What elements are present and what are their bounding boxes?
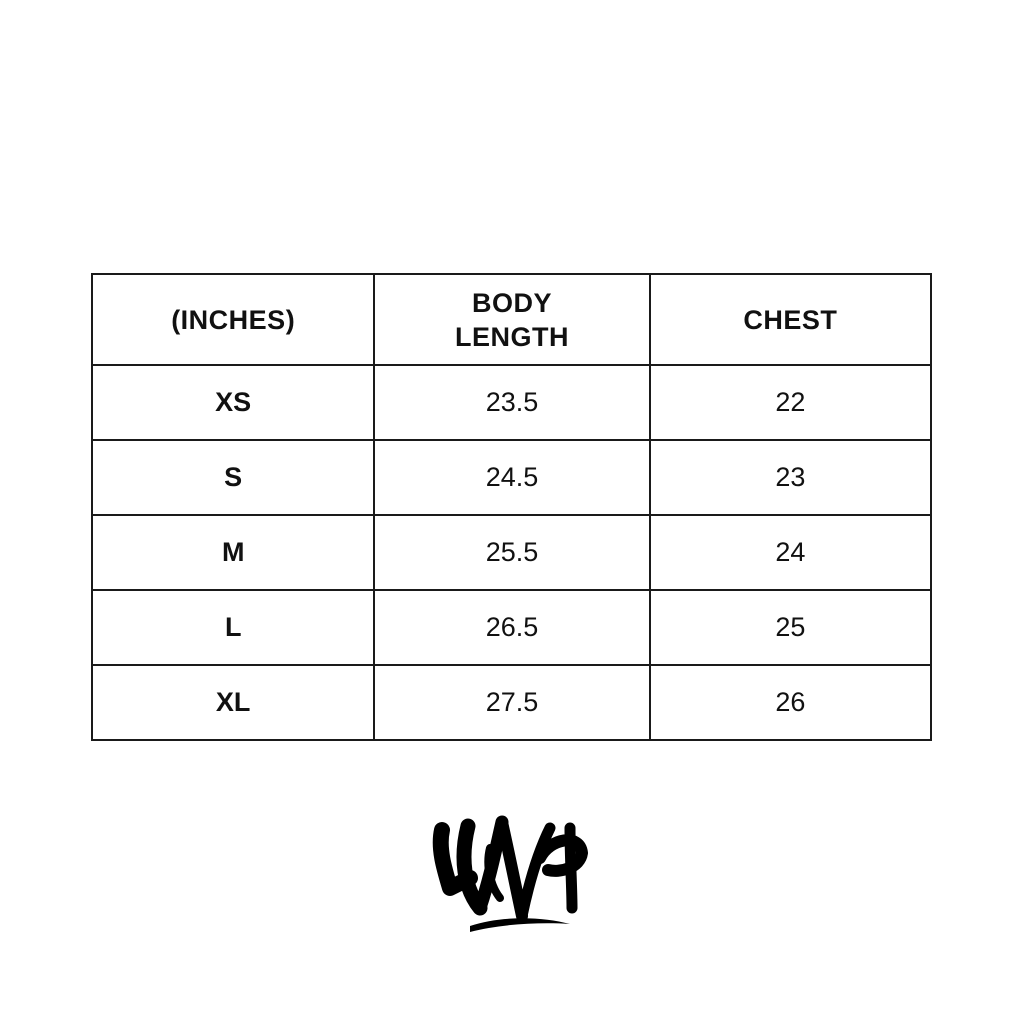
table-row: L 26.5 25: [90, 589, 933, 666]
size-chart-table: (INCHES) BODY LENGTH CHEST XS 23.5 22 S 24.5…: [90, 273, 933, 741]
body-length-cell: 25.5: [373, 514, 651, 591]
header-chest: CHEST: [648, 273, 933, 366]
size-cell: L: [90, 589, 376, 666]
header-body-line1: BODY: [472, 287, 553, 318]
chest-cell: 24: [648, 514, 933, 591]
chest-cell: 25: [648, 589, 933, 666]
table-row: XL 27.5 26: [90, 664, 933, 741]
chest-cell: 26: [648, 664, 933, 741]
size-cell: XL: [90, 664, 376, 741]
table-row: XS 23.5 22: [90, 364, 933, 441]
header-body-line2: LENGTH: [455, 321, 570, 352]
header-body-length: BODY LENGTH: [373, 273, 651, 366]
size-cell: M: [90, 514, 376, 591]
size-cell: S: [90, 439, 376, 516]
table-row: S 24.5 23: [90, 439, 933, 516]
body-length-cell: 26.5: [373, 589, 651, 666]
table-row: M 25.5 24: [90, 514, 933, 591]
body-length-cell: 27.5: [373, 664, 651, 741]
graffiti-logo-icon: [432, 815, 588, 932]
body-length-cell: 24.5: [373, 439, 651, 516]
header-row: (INCHES) BODY LENGTH CHEST: [90, 273, 933, 366]
chest-cell: 22: [648, 364, 933, 441]
chest-cell: 23: [648, 439, 933, 516]
header-unit: (INCHES): [90, 273, 376, 366]
size-cell: XS: [90, 364, 376, 441]
body-length-cell: 23.5: [373, 364, 651, 441]
